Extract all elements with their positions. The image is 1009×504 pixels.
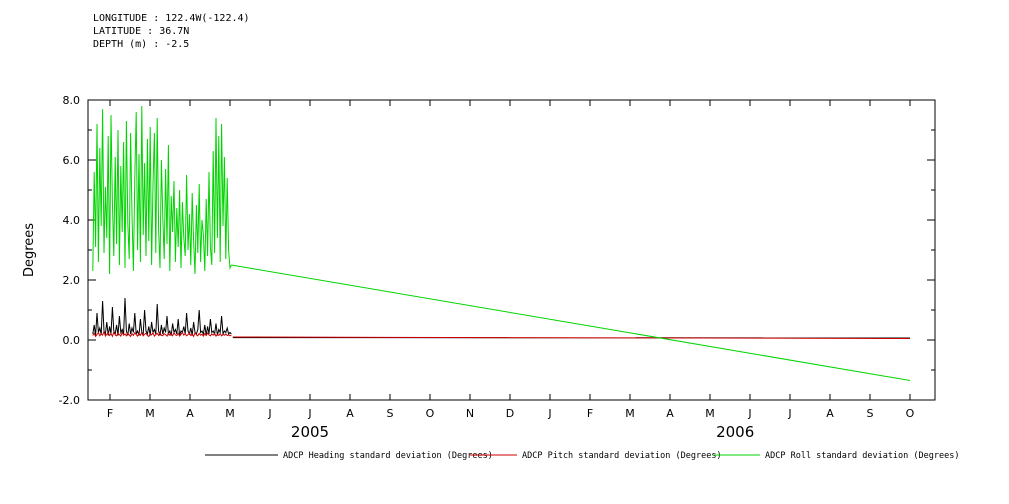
series-roll-noisy: [92, 105, 232, 275]
y-axis-title: Degrees: [22, 223, 37, 277]
header-latitude: LATITUDE : 36.7N: [93, 26, 190, 37]
month-tick-label: A: [826, 407, 834, 420]
series-pitch-line: [232, 336, 911, 339]
month-tick-label: F: [107, 407, 113, 420]
y-tick-label: -2.0: [59, 394, 80, 407]
month-tick-label: M: [225, 407, 235, 420]
month-tick-label: O: [426, 407, 435, 420]
year-label: 2005: [291, 423, 329, 441]
header-longitude: LONGITUDE : 122.4W(-122.4): [93, 13, 250, 24]
month-tick-label: M: [145, 407, 155, 420]
series-pitch-noisy: [92, 330, 232, 338]
y-tick-label: 0.0: [63, 334, 81, 347]
y-tick-label: 4.0: [63, 214, 81, 227]
station-header: LONGITUDE : 122.4W(-122.4) LATITUDE : 36…: [93, 12, 250, 51]
legend-label: ADCP Heading standard deviation (Degrees…: [283, 451, 493, 461]
month-tick-label: F: [587, 407, 593, 420]
month-tick-label: M: [705, 407, 715, 420]
series-roll-line: [231, 264, 911, 381]
month-tick-label: O: [906, 407, 915, 420]
legend-label: ADCP Roll standard deviation (Degrees): [765, 451, 959, 461]
series-heading-noisy: [92, 297, 232, 336]
month-tick-label: A: [346, 407, 354, 420]
y-tick-label: 6.0: [63, 154, 81, 167]
y-tick-label: 8.0: [63, 94, 81, 107]
y-tick-label: 2.0: [63, 274, 81, 287]
month-tick-label: M: [625, 407, 635, 420]
month-tick-label: S: [387, 407, 394, 420]
month-tick-label: J: [547, 407, 551, 420]
month-tick-label: J: [267, 407, 271, 420]
month-tick-label: J: [747, 407, 751, 420]
month-tick-label: A: [666, 407, 674, 420]
month-tick-label: N: [466, 407, 474, 420]
month-tick-label: A: [186, 407, 194, 420]
header-depth: DEPTH (m) : -2.5: [93, 39, 190, 50]
month-tick-label: J: [787, 407, 791, 420]
legend-label: ADCP Pitch standard deviation (Degrees): [522, 451, 722, 461]
month-tick-label: D: [506, 407, 514, 420]
month-tick-label: S: [867, 407, 874, 420]
year-label: 2006: [716, 423, 754, 441]
month-tick-label: J: [307, 407, 311, 420]
